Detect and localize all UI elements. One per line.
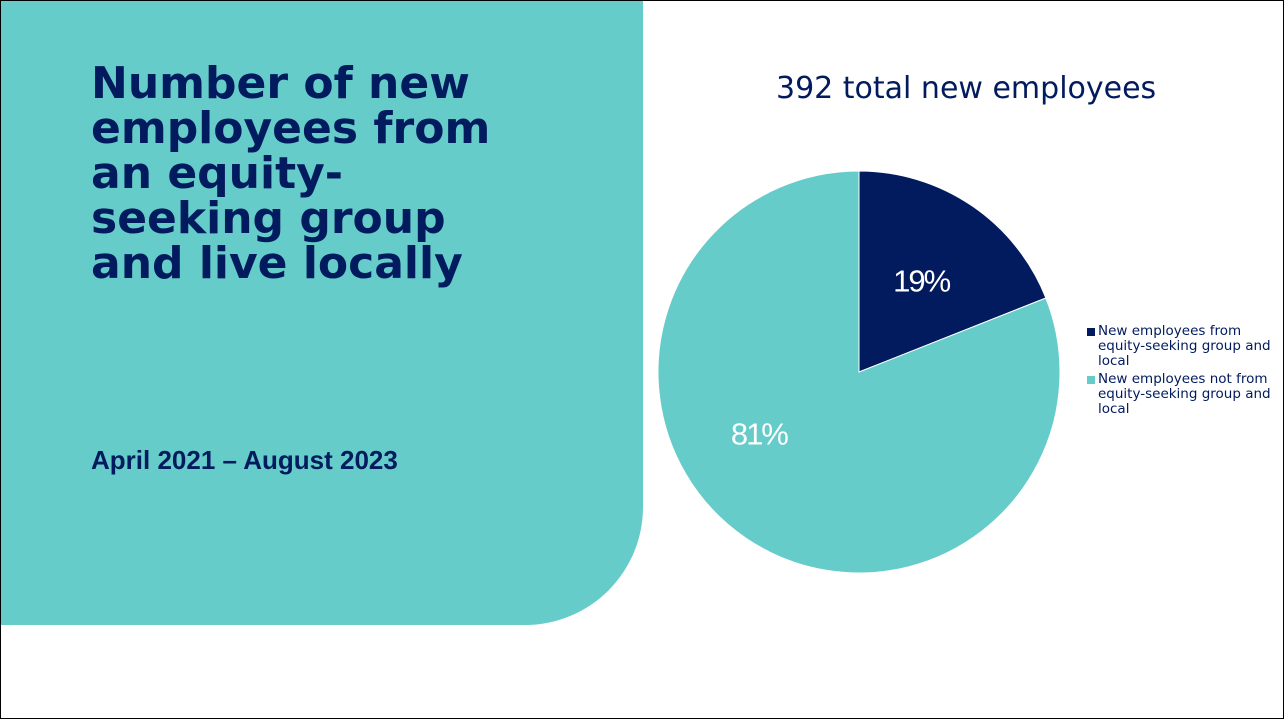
pie-slice-label-2: 81% — [731, 416, 788, 451]
pie-slice-label-1: 19% — [893, 264, 950, 299]
chart-title: 392 total new employees — [776, 71, 1157, 106]
pie-chart: 19% 81% — [657, 170, 1061, 574]
slide-title: Number of new employees from an equity-s… — [91, 58, 491, 289]
legend-swatch — [1087, 376, 1095, 384]
pie-slice-1 — [858, 170, 1047, 373]
chart-legend: New employees from equity-seeking group … — [1087, 324, 1282, 420]
legend-item-1: New employees from equity-seeking group … — [1087, 324, 1282, 369]
pie-slice-2 — [657, 170, 1061, 574]
date-range: April 2021 – August 2023 — [91, 445, 398, 475]
legend-label: New employees from equity-seeking group … — [1098, 323, 1271, 369]
legend-swatch — [1087, 328, 1095, 336]
title-panel: Number of new employees from an equity-s… — [1, 1, 643, 625]
legend-item-2: New employees not from equity-seeking gr… — [1087, 372, 1282, 417]
legend-label: New employees not from equity-seeking gr… — [1098, 371, 1271, 417]
